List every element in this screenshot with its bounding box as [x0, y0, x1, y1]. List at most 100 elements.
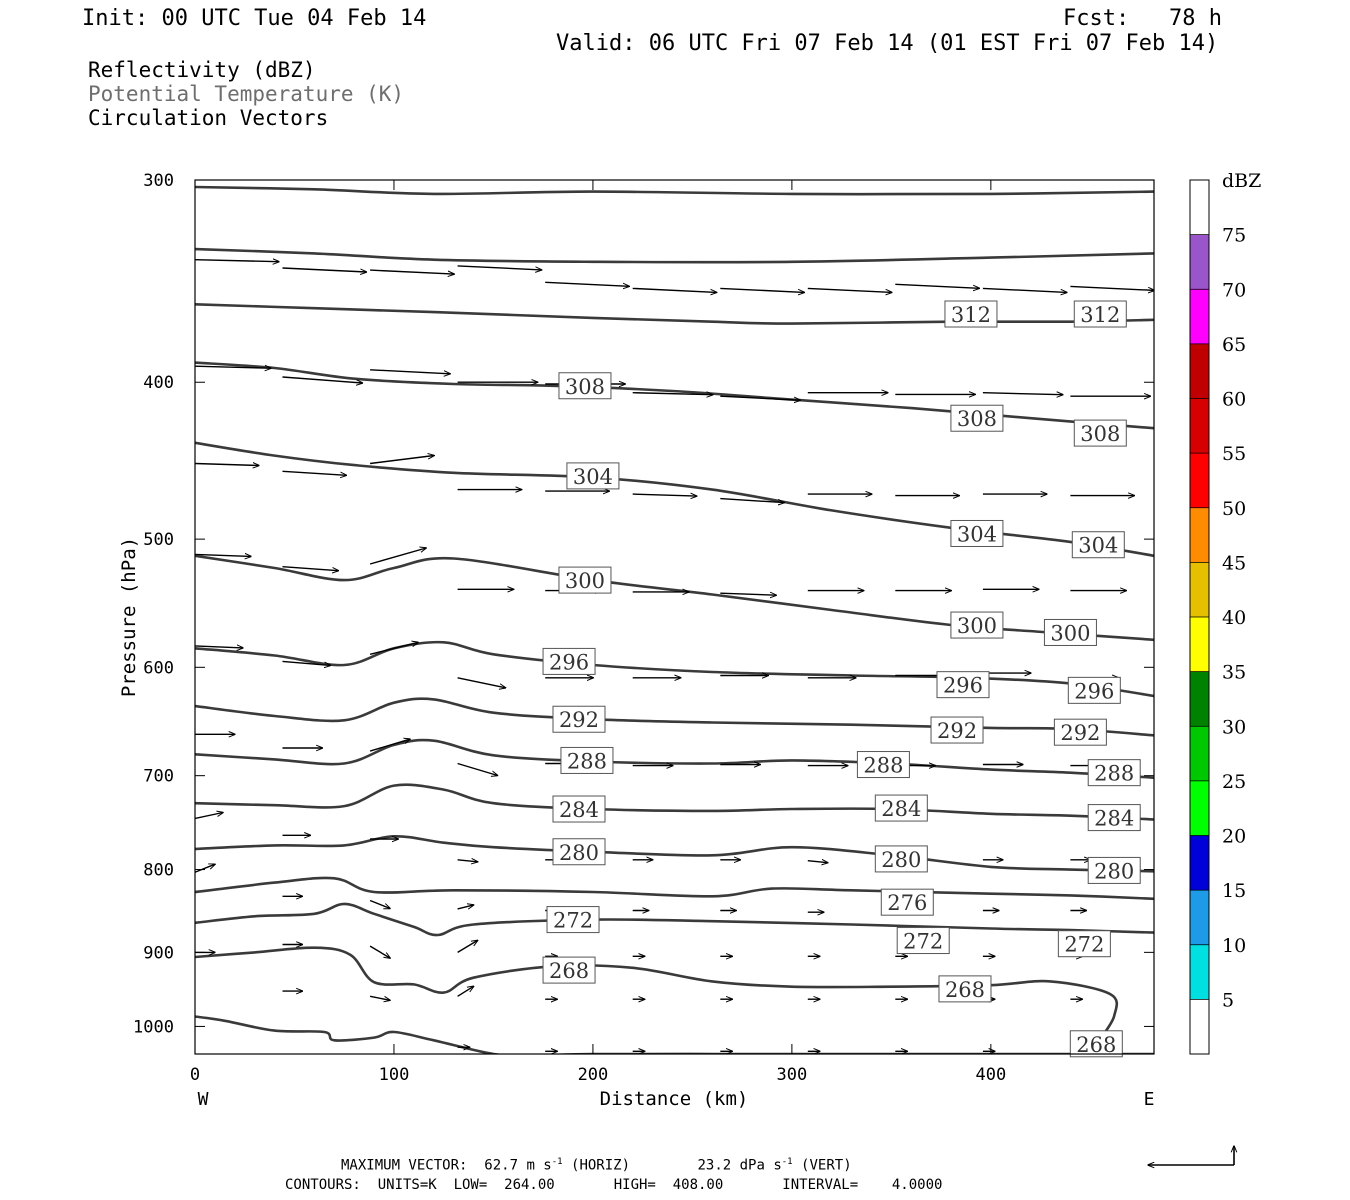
colorbar-tick-label: 15	[1222, 880, 1246, 902]
contour-label-box	[944, 300, 998, 328]
circulation-vector	[982, 393, 1063, 395]
contour-label-box	[560, 746, 614, 774]
colorbar-tick-label: 70	[1222, 279, 1246, 301]
contour-label-text: 300	[957, 614, 997, 638]
contour-label-text: 308	[1080, 422, 1120, 446]
theta-contour-292	[195, 697, 1154, 737]
contour-label-box	[552, 838, 606, 866]
contour-label-text: 292	[937, 719, 977, 743]
contour-label-box	[856, 751, 910, 779]
contour-label-text: 304	[957, 522, 997, 546]
x-tick-label: 100	[379, 1065, 410, 1085]
contour-label-text: 296	[549, 650, 589, 674]
contour-label-280: 280	[874, 845, 928, 873]
colorbar-tick-label: 60	[1222, 389, 1246, 411]
reference-vector	[1148, 1146, 1234, 1165]
colorbar-title: dBZ	[1222, 170, 1261, 192]
contour-label-box	[552, 705, 606, 733]
contour-label-308: 308	[950, 404, 1004, 432]
horiz-unit: (HORIZ)	[571, 1157, 631, 1174]
x-tick-label: 400	[975, 1065, 1006, 1085]
contour-label-288: 288	[1087, 759, 1141, 787]
circulation-vector	[457, 762, 498, 776]
contour-label-296: 296	[936, 671, 990, 699]
theta-contour-308	[195, 361, 1154, 430]
contour-label-300: 300	[950, 611, 1004, 639]
colorbar-bin	[1190, 944, 1209, 1000]
circulation-vector	[195, 813, 223, 820]
circulation-vector	[369, 899, 390, 909]
vert-value: 23.2 dPa s	[697, 1157, 782, 1174]
circulation-vector	[632, 393, 713, 395]
contour-label-292: 292	[930, 716, 984, 744]
circulation-vector	[457, 677, 506, 688]
circulation-vector	[720, 287, 804, 292]
circulation-vector	[370, 369, 450, 374]
contour-label-308: 308	[1073, 419, 1127, 447]
contour-label-268: 268	[938, 975, 992, 1003]
field-potential-temperature: Potential Temperature (K)	[88, 82, 405, 106]
contour-label-text: 268	[945, 978, 985, 1002]
circulation-vector	[807, 287, 892, 292]
contour-label-text: 312	[1080, 303, 1120, 327]
theta-contour-280	[195, 834, 1154, 873]
contour-label-text: 272	[903, 930, 943, 954]
contour-label-304: 304	[950, 519, 1004, 547]
circulation-vector	[195, 864, 215, 873]
theta-contour-268	[195, 946, 1119, 1040]
colorbar-tick-label: 75	[1222, 225, 1246, 247]
contour-label-312: 312	[944, 300, 998, 328]
circulation-vector	[457, 860, 478, 862]
x-tick-label: 200	[578, 1065, 609, 1085]
theta-contour-272	[195, 902, 1154, 937]
contour-label-text: 268	[549, 959, 589, 983]
y-tick-label: 600	[143, 658, 174, 678]
contour-label-300: 300	[1043, 618, 1097, 646]
west-label: W	[198, 1089, 209, 1110]
y-tick-label: 900	[143, 943, 174, 963]
contour-label-288: 288	[560, 746, 614, 774]
colorbar-tick-label: 40	[1222, 607, 1246, 629]
circulation-vector	[369, 945, 390, 958]
circulation-vector	[369, 642, 418, 655]
contour-label-292: 292	[552, 705, 606, 733]
horiz-exponent: -1	[551, 1157, 563, 1167]
plot-frame	[194, 179, 1155, 1055]
colorbar-tick-label: 45	[1222, 552, 1246, 574]
colorbar-tick-label: 50	[1222, 498, 1246, 520]
contour-label-296: 296	[1067, 676, 1121, 704]
contour-label-text: 308	[957, 407, 997, 431]
colorbar-tick-label: 65	[1222, 334, 1246, 356]
circulation-vector	[282, 470, 347, 475]
contour-label-box	[1087, 759, 1141, 787]
colorbar-tick-label: 20	[1222, 826, 1246, 848]
circulation-vector	[369, 995, 390, 1000]
y-tick-label: 300	[143, 171, 174, 191]
y-axis-label: Pressure (hPa)	[118, 537, 140, 697]
contour-label-box	[950, 519, 1004, 547]
contour-label-box	[938, 975, 992, 1003]
circulation-vector	[195, 366, 271, 368]
contour-label-box	[558, 372, 612, 400]
circulation-vector	[720, 395, 800, 400]
contour-label-text: 292	[559, 708, 599, 732]
contour-label-layer: 312 312 308 308 308 304 304 304 300 300 300 296 296 2…	[542, 300, 1141, 1058]
contour-label-text: 304	[573, 465, 613, 489]
vert-unit: (VERT)	[801, 1157, 852, 1174]
colorbar-bin	[1190, 835, 1209, 891]
theta-contour-296	[195, 640, 1154, 698]
contour-label-box	[1073, 419, 1127, 447]
theta-contour-276	[195, 876, 1154, 901]
circulation-vector	[457, 265, 542, 270]
contour-label-284: 284	[552, 795, 606, 823]
circulation-vector	[1070, 285, 1154, 290]
contour-label-text: 268	[1076, 1033, 1116, 1057]
valid-time: Valid: 06 UTC Fri 07 Feb 14 (01 EST Fri …	[556, 31, 1219, 56]
contour-label-box	[542, 647, 596, 675]
colorbar-bin	[1190, 234, 1209, 290]
contour-label-box	[874, 794, 928, 822]
theta-contour-288	[195, 738, 1154, 779]
circulation-vector	[195, 554, 251, 556]
contour-label-text: 280	[559, 841, 599, 865]
colorbar-tick-label: 10	[1222, 935, 1246, 957]
